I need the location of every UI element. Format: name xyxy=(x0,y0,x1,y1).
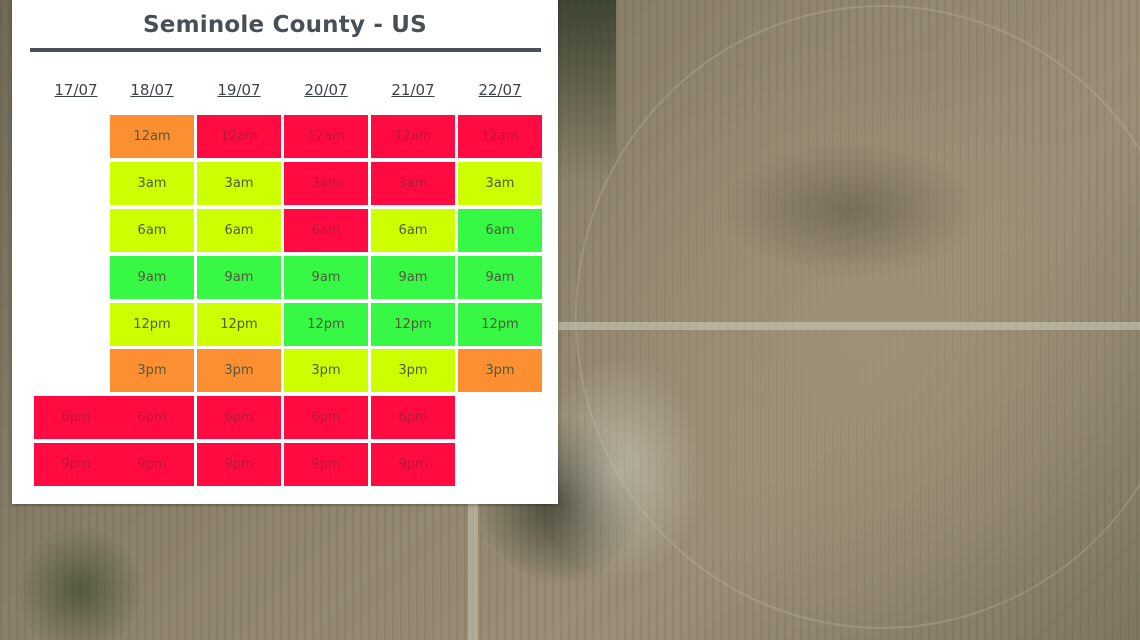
forecast-cell-17-07-9pm[interactable]: 9pm xyxy=(34,443,118,486)
forecast-cell-18-07-6pm[interactable]: 6pm xyxy=(110,396,194,439)
forecast-cell-22-07-3pm[interactable]: 3pm xyxy=(458,349,542,392)
forecast-cell-21-07-9am[interactable]: 9am xyxy=(371,256,455,299)
forecast-cell-22-07-12pm[interactable]: 12pm xyxy=(458,303,542,346)
forecast-panel: Seminole County - US 17/07 18/07 19/07 20/0… xyxy=(12,0,558,504)
date-header-19-07[interactable]: 19/07 xyxy=(217,81,261,99)
forecast-cell-19-07-6pm[interactable]: 6pm xyxy=(197,396,281,439)
forecast-cell-21-07-6am[interactable]: 6am xyxy=(371,209,455,252)
map-tree-line xyxy=(556,0,616,180)
forecast-cell-20-07-9pm[interactable]: 9pm xyxy=(284,443,368,486)
forecast-cell-19-07-12am[interactable]: 12am xyxy=(197,115,281,158)
date-header-18-07[interactable]: 18/07 xyxy=(130,81,174,99)
map-field-road xyxy=(556,322,1140,330)
forecast-cell-20-07-12pm[interactable]: 12pm xyxy=(284,303,368,346)
forecast-cell-18-07-6am[interactable]: 6am xyxy=(110,209,194,252)
panel-title: Seminole County - US xyxy=(143,12,427,38)
forecast-cell-18-07-3pm[interactable]: 3pm xyxy=(110,349,194,392)
forecast-cell-17-07-6pm[interactable]: 6pm xyxy=(34,396,118,439)
forecast-cell-20-07-6am[interactable]: 6am xyxy=(284,209,368,252)
forecast-cell-20-07-6pm[interactable]: 6pm xyxy=(284,396,368,439)
forecast-cell-21-07-12am[interactable]: 12am xyxy=(371,115,455,158)
forecast-cell-18-07-12pm[interactable]: 12pm xyxy=(110,303,194,346)
forecast-cell-19-07-3am[interactable]: 3am xyxy=(197,162,281,205)
forecast-cell-20-07-3am[interactable]: 3am xyxy=(284,162,368,205)
forecast-cell-22-07-9am[interactable]: 9am xyxy=(458,256,542,299)
forecast-cell-21-07-3pm[interactable]: 3pm xyxy=(371,349,455,392)
forecast-cell-19-07-9pm[interactable]: 9pm xyxy=(197,443,281,486)
map-road xyxy=(468,504,478,640)
date-header-17-07[interactable]: 17/07 xyxy=(54,81,98,99)
forecast-cell-22-07-6am[interactable]: 6am xyxy=(458,209,542,252)
forecast-cell-20-07-9am[interactable]: 9am xyxy=(284,256,368,299)
map-irrigation-circle xyxy=(575,5,1140,629)
forecast-cell-18-07-9am[interactable]: 9am xyxy=(110,256,194,299)
date-header-22-07[interactable]: 22/07 xyxy=(478,81,522,99)
forecast-cell-18-07-12am[interactable]: 12am xyxy=(110,115,194,158)
forecast-cell-19-07-3pm[interactable]: 3pm xyxy=(197,349,281,392)
forecast-cell-19-07-6am[interactable]: 6am xyxy=(197,209,281,252)
forecast-cell-19-07-9am[interactable]: 9am xyxy=(197,256,281,299)
forecast-cell-22-07-3am[interactable]: 3am xyxy=(458,162,542,205)
date-header-20-07[interactable]: 20/07 xyxy=(304,81,348,99)
forecast-cell-21-07-9pm[interactable]: 9pm xyxy=(371,443,455,486)
date-header-21-07[interactable]: 21/07 xyxy=(391,81,435,99)
forecast-cell-21-07-12pm[interactable]: 12pm xyxy=(371,303,455,346)
forecast-cell-18-07-3am[interactable]: 3am xyxy=(110,162,194,205)
forecast-cell-18-07-9pm[interactable]: 9pm xyxy=(110,443,194,486)
forecast-cell-20-07-12am[interactable]: 12am xyxy=(284,115,368,158)
forecast-cell-20-07-3pm[interactable]: 3pm xyxy=(284,349,368,392)
forecast-cell-21-07-3am[interactable]: 3am xyxy=(371,162,455,205)
title-divider xyxy=(30,48,541,52)
forecast-cell-21-07-6pm[interactable]: 6pm xyxy=(371,396,455,439)
forecast-cell-22-07-12am[interactable]: 12am xyxy=(458,115,542,158)
forecast-cell-19-07-12pm[interactable]: 12pm xyxy=(197,303,281,346)
